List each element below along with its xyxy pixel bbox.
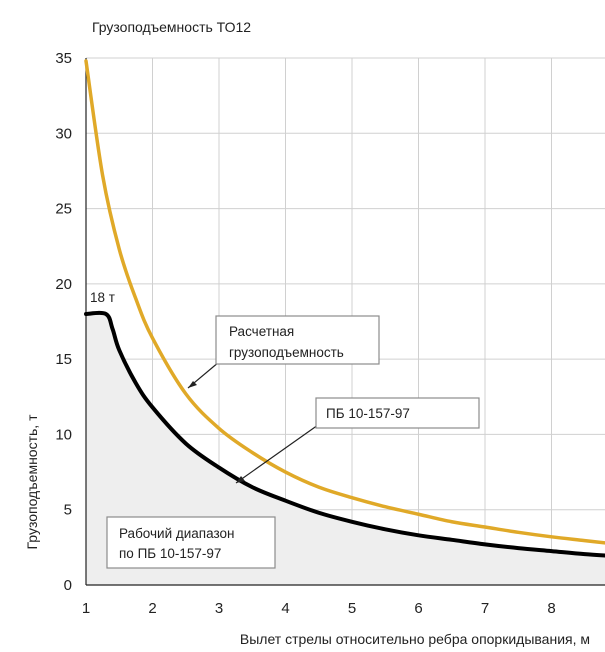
- peak-label: 18 т: [90, 290, 115, 305]
- calc-pointer-arrowhead: [188, 381, 197, 388]
- pb-pointer-arrowhead: [236, 476, 245, 483]
- area-label-box: [106, 516, 276, 569]
- y-tick-label: 20: [55, 276, 72, 293]
- x-tick-label: 8: [547, 600, 555, 617]
- x-tick-label: 2: [148, 600, 156, 617]
- grid: [86, 57, 605, 585]
- pb-label-box: [315, 397, 480, 429]
- y-axis-label: Грузоподъемность, т: [24, 414, 40, 550]
- x-tick-label: 4: [281, 600, 289, 617]
- calc-label-line2: грузоподъемность: [229, 345, 344, 360]
- y-tick-label: 30: [55, 125, 72, 142]
- pb-10-157-97-line: [84, 310, 605, 558]
- y-tick-label: 10: [55, 426, 72, 443]
- x-tick-label: 7: [481, 600, 489, 617]
- x-tick-label: 1: [82, 600, 90, 617]
- y-tick-label: 15: [55, 351, 72, 368]
- area-label-line2: по ПБ 10-157-97: [119, 546, 221, 561]
- y-tick-label: 35: [55, 50, 72, 67]
- axis-ticks: 05101520253035123456789: [55, 50, 605, 617]
- y-tick-label: 5: [64, 502, 72, 519]
- calc-label-line1: Расчетная: [229, 324, 294, 339]
- series-lines: [84, 59, 605, 558]
- calc-label-box: [215, 315, 380, 365]
- area-label-line1: Рабочий диапазон: [119, 526, 234, 541]
- chart-title: Грузоподъемность ТО12: [92, 19, 251, 35]
- x-axis-label: Вылет стрелы относительно ребра опоркиды…: [240, 631, 590, 647]
- y-tick-label: 25: [55, 201, 72, 218]
- x-tick-label: 5: [348, 600, 356, 617]
- y-tick-label: 0: [64, 577, 72, 594]
- x-tick-label: 6: [414, 600, 422, 617]
- pb-pointer-line: [235, 424, 319, 484]
- calculated-capacity-line: [84, 59, 605, 545]
- x-tick-label: 3: [215, 600, 223, 617]
- pb-label: ПБ 10-157-97: [326, 406, 410, 421]
